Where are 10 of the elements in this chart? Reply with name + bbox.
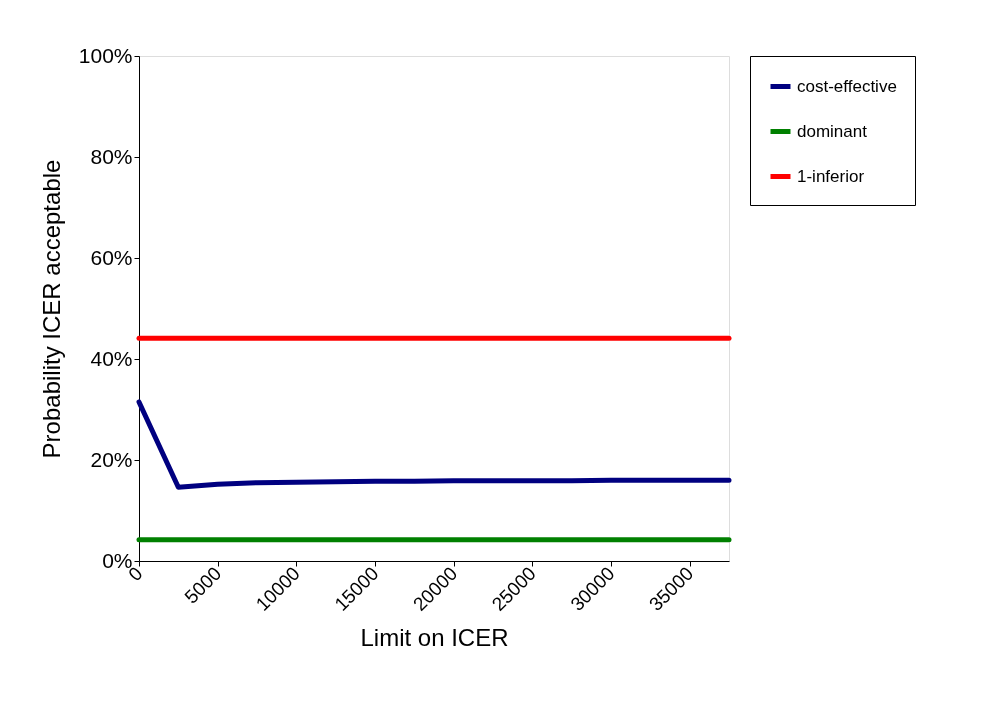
legend-label: 1-inferior xyxy=(797,166,865,186)
y-tick-label: 20% xyxy=(90,447,133,471)
y-tick-label: 60% xyxy=(90,245,133,269)
y-axis-title: Probability ICER acceptable xyxy=(37,159,65,459)
y-tick-label: 40% xyxy=(90,346,133,370)
x-axis-title: Limit on ICER xyxy=(360,623,509,651)
legend-label: dominant xyxy=(797,121,868,141)
legend-label: cost-effective xyxy=(797,76,897,96)
y-tick-label: 80% xyxy=(90,144,133,168)
y-tick-label: 100% xyxy=(78,43,133,67)
